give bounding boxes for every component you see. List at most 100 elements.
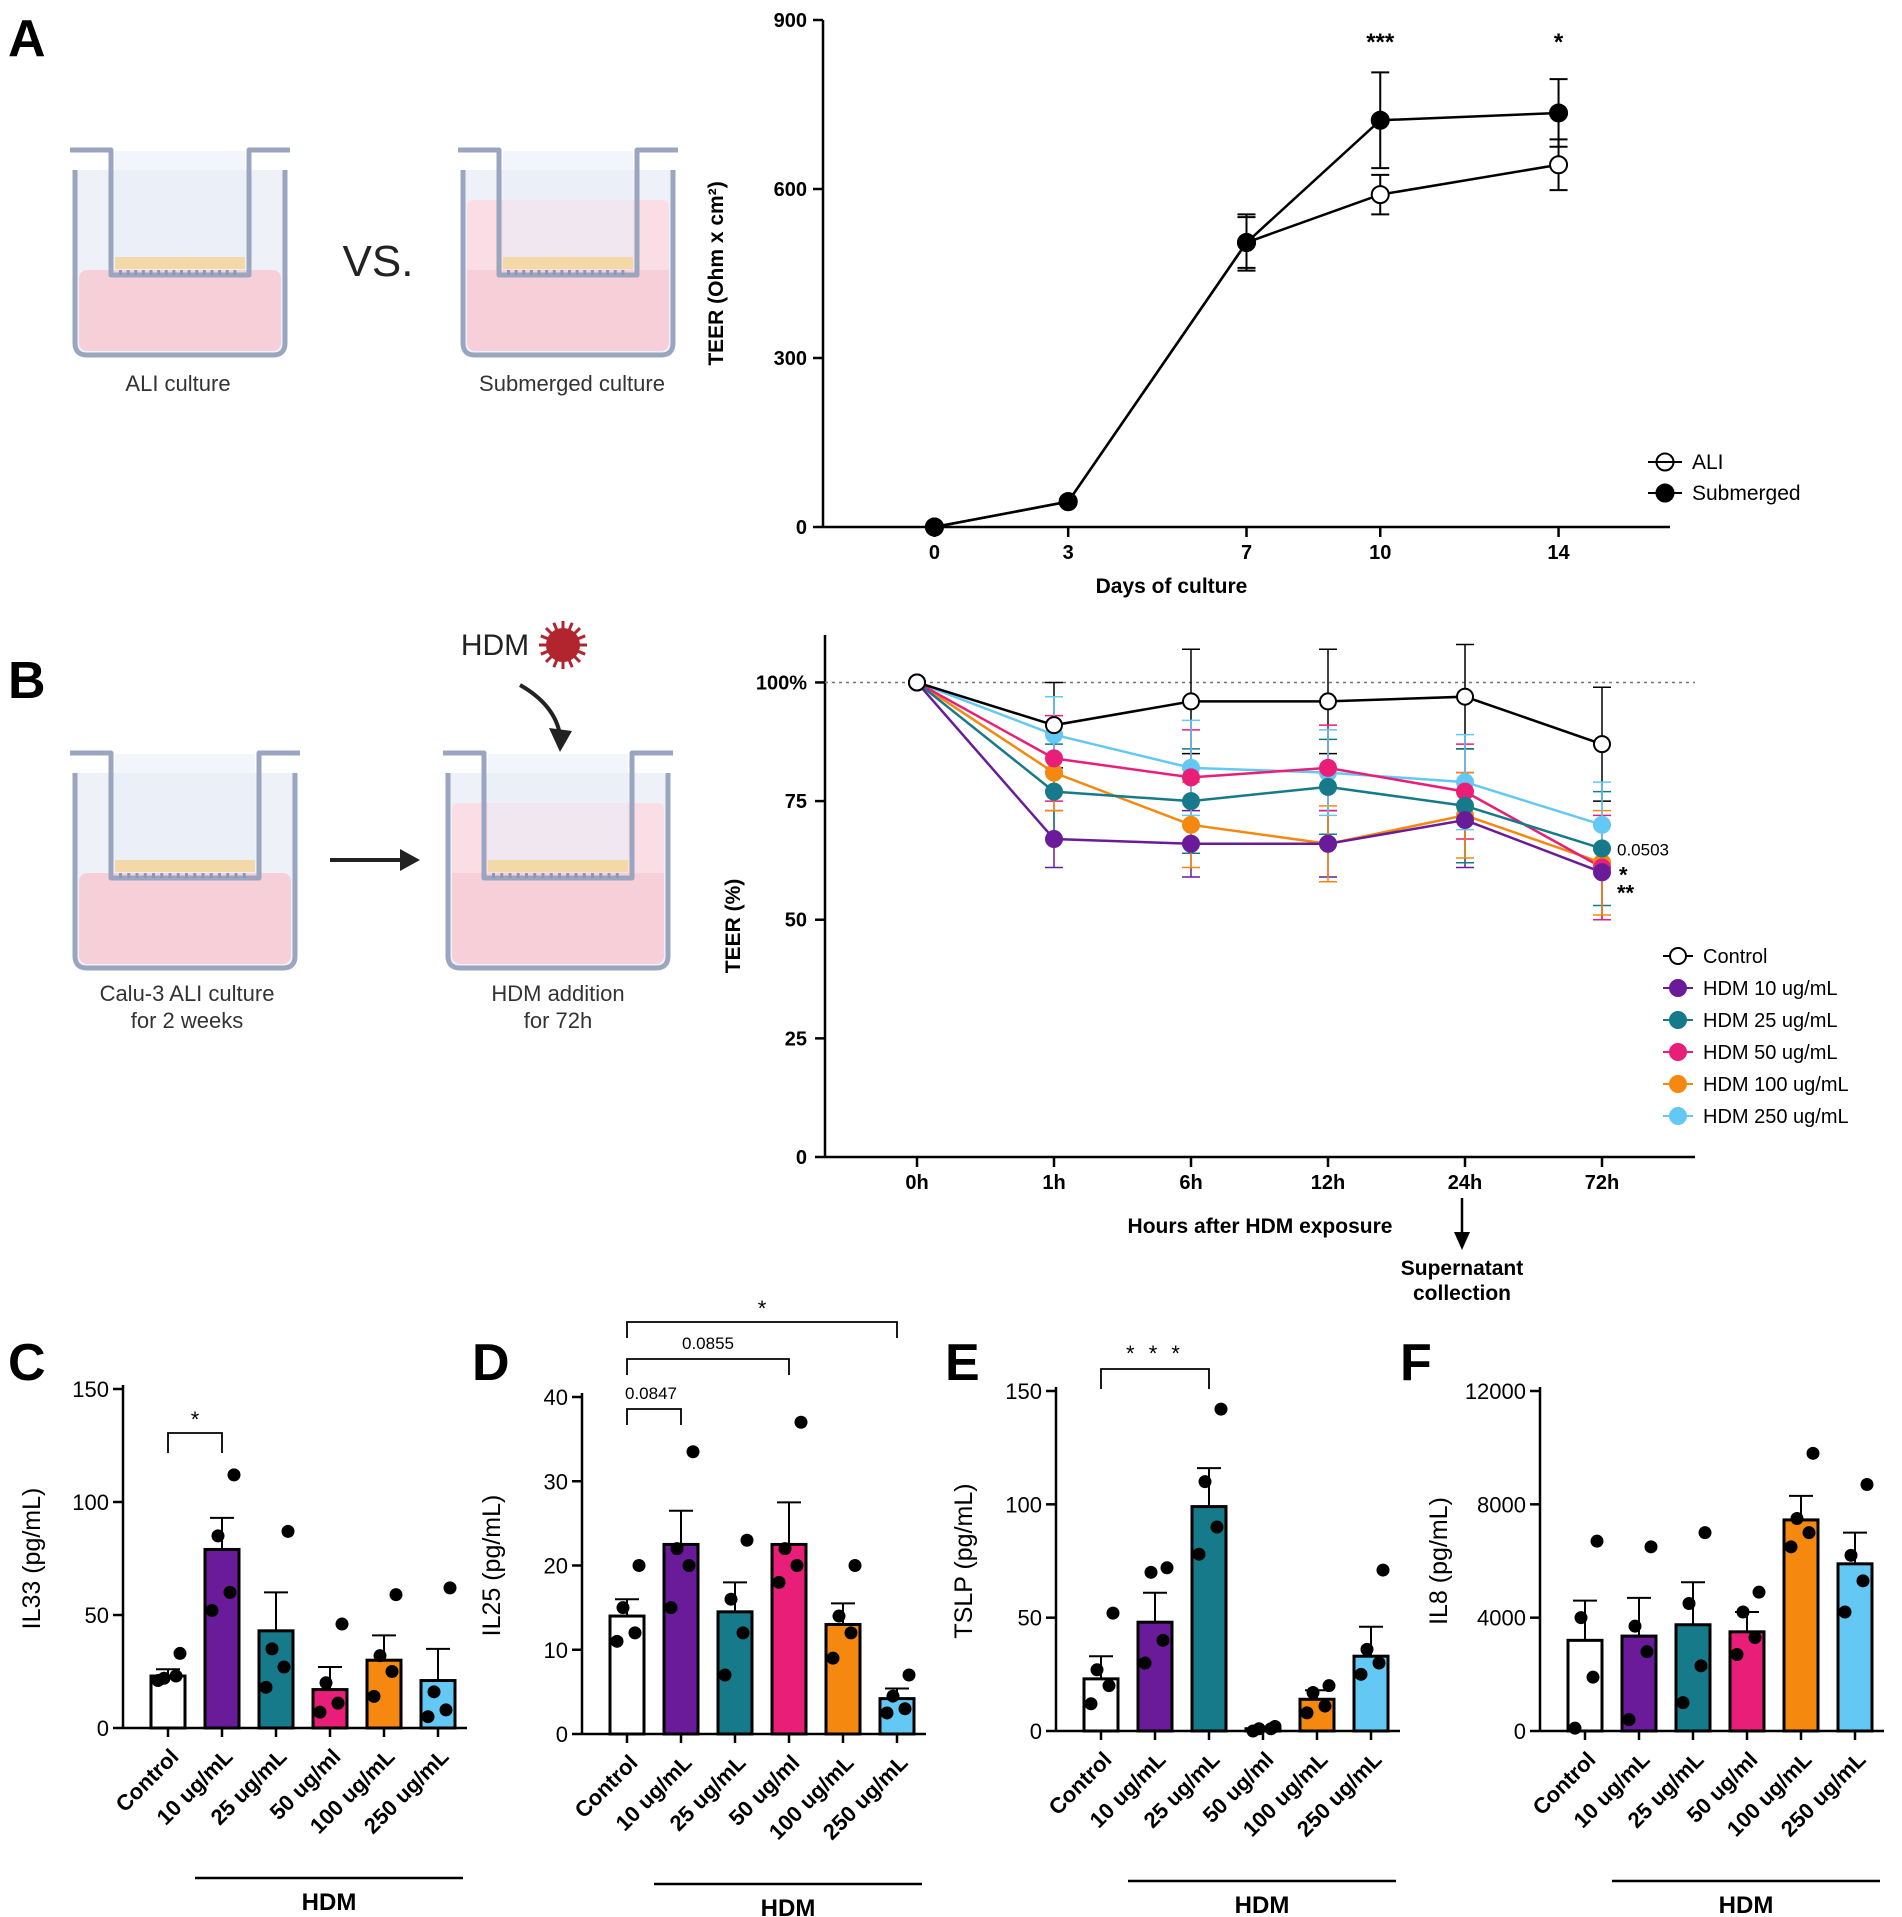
data-point [421,1710,435,1724]
data-point [1644,1540,1658,1554]
bracket-label: * [758,1296,767,1321]
membrane-pore [168,873,172,878]
hdm-add-arrow-head [549,728,572,752]
membrane-pore [590,270,594,275]
y-tick-label: 0 [1030,1719,1042,1744]
legend-marker [1669,1043,1687,1061]
point-submerged [1370,110,1390,130]
data-point [1676,1696,1690,1710]
membrane-pore [201,873,205,878]
data-point [1300,1706,1314,1720]
data-point [1856,1574,1870,1588]
bar [1782,1518,1820,1733]
data-point [1192,1547,1206,1561]
group-label: HDM [1719,1892,1774,1917]
culture-medium [79,873,291,964]
data-point [1622,1713,1636,1727]
membrane-pore [574,873,578,878]
data-point [1574,1611,1588,1625]
y-tick-label: 4000 [1477,1606,1526,1631]
y-tick-label: 25 [785,1028,807,1050]
x-tick-label: 12h [1311,1172,1345,1194]
data-point [826,1651,840,1665]
legend-marker [1669,1075,1687,1093]
series-point [1045,716,1063,735]
data-point [211,1529,225,1543]
y-tick-label: 100 [1005,1492,1042,1517]
data-point [790,1559,804,1572]
membrane-pore [160,873,164,878]
series-line [916,681,1603,864]
data-point [385,1665,399,1678]
data-point [1784,1540,1798,1554]
significance-label: *** [1366,29,1395,56]
insert-interior [488,754,628,866]
membrane-pore [613,270,617,275]
data-point [157,1671,171,1685]
membrane-pore [119,270,122,275]
y-tick-label: 8000 [1477,1492,1526,1517]
insert-interior [115,151,245,263]
series-point [1182,815,1200,834]
cell-layer [488,860,628,872]
y-axis-title: IL8 (pg/mL) [1425,1497,1453,1625]
significance-bracket [626,1408,682,1425]
membrane-pore [583,270,587,275]
series-point [1045,782,1063,801]
membrane-pore [135,873,139,878]
bar [1728,1630,1766,1733]
membrane-pore [202,270,206,275]
point-submerged [1549,103,1569,123]
data-point [265,1642,279,1656]
membrane-pore [152,873,155,878]
legend-label: HDM 250 ug/mL [1703,1106,1849,1128]
y-tick-label: 100 [72,1490,109,1515]
membrane-pore [143,873,147,878]
data-point [1806,1446,1820,1460]
membrane-pore [525,873,528,878]
data-point [367,1689,381,1703]
legend-marker [1669,979,1687,997]
cell-layer [503,257,633,269]
x-axis-title: Days of culture [1096,575,1248,598]
membrane-pore [209,873,213,878]
bar [203,1547,241,1730]
hdm-particle-label: HDM [461,629,529,662]
legend-label: Control [1703,946,1767,968]
membrane-pore [149,270,153,275]
membrane-pore [126,270,130,275]
membrane-pore [582,873,586,878]
membrane-pore [210,270,214,275]
membrane-pore [164,270,168,275]
submerged-culture-caption: Submerged culture [479,371,665,396]
data-point [686,1445,700,1459]
series-line-submerged [934,111,1559,529]
data-point [1752,1585,1766,1599]
supernatant-label-line2: collection [1413,1282,1511,1305]
x-tick-label: 0 [929,542,940,564]
data-point [427,1685,441,1699]
y-tick-label: 600 [774,179,807,201]
data-point [1322,1679,1336,1693]
y-tick-label: 75 [785,791,807,813]
data-point [319,1676,333,1690]
illustration-a [70,147,678,358]
data-point [1860,1478,1874,1491]
membrane-pore [607,873,611,878]
data-point [1730,1648,1744,1661]
bar [770,1542,808,1736]
y-tick-label: 0 [1514,1719,1526,1744]
group-label: HDM [761,1895,816,1917]
legend-label: HDM 50 ug/mL [1703,1042,1838,1064]
bar [662,1542,700,1736]
series-point [1456,687,1474,706]
membrane-pore [615,873,619,878]
data-point [1640,1645,1654,1659]
legend-marker [1669,1107,1687,1125]
panel-letter-d: D [472,1334,510,1392]
data-point [277,1660,291,1674]
membrane-pore [508,873,512,878]
membrane-pore [193,873,197,878]
data-point [1268,1719,1282,1733]
data-point [1838,1605,1852,1619]
